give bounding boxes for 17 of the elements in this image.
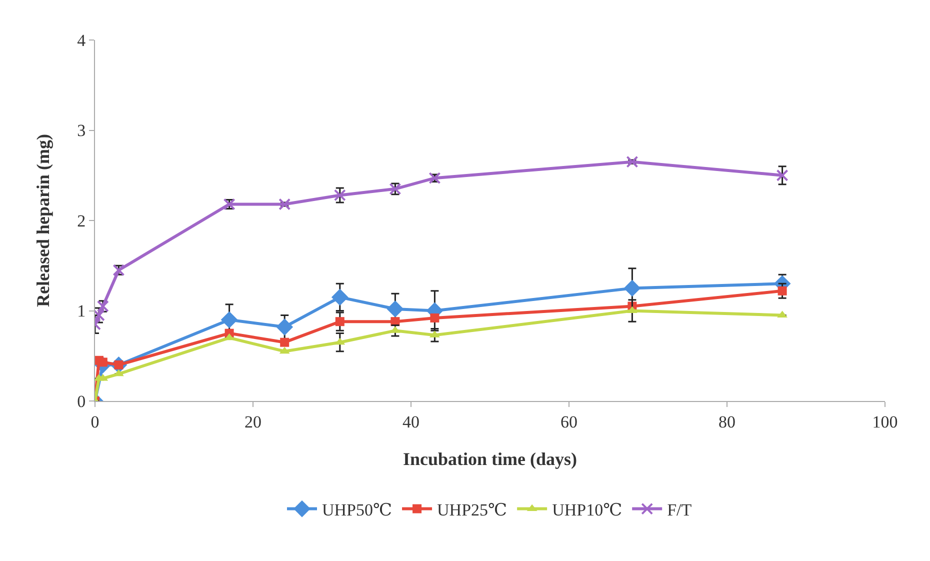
- y-tick-label: 3: [77, 121, 86, 140]
- x-axis-title: Incubation time (days): [402, 449, 578, 469]
- legend-label: UHP50℃: [322, 500, 392, 520]
- legend-label: F/T: [667, 500, 692, 520]
- x-tick-label: 80: [718, 412, 736, 432]
- x-tick-label: 20: [244, 412, 262, 432]
- y-tick-label: 2: [77, 211, 86, 230]
- x-tick-label: 60: [560, 412, 578, 432]
- y-axis-title: Released heparin (mg): [33, 134, 53, 307]
- x-tick-label: 0: [90, 412, 100, 432]
- legend-label: UHP25℃: [437, 500, 508, 520]
- y-tick-label: 0: [77, 392, 86, 411]
- y-tick-label: 4: [77, 30, 86, 50]
- x-tick-label: 40: [402, 412, 420, 432]
- x-tick-label: 100: [872, 412, 898, 432]
- legend-label: UHP10℃: [552, 500, 622, 520]
- y-tick-label: 1: [77, 302, 86, 321]
